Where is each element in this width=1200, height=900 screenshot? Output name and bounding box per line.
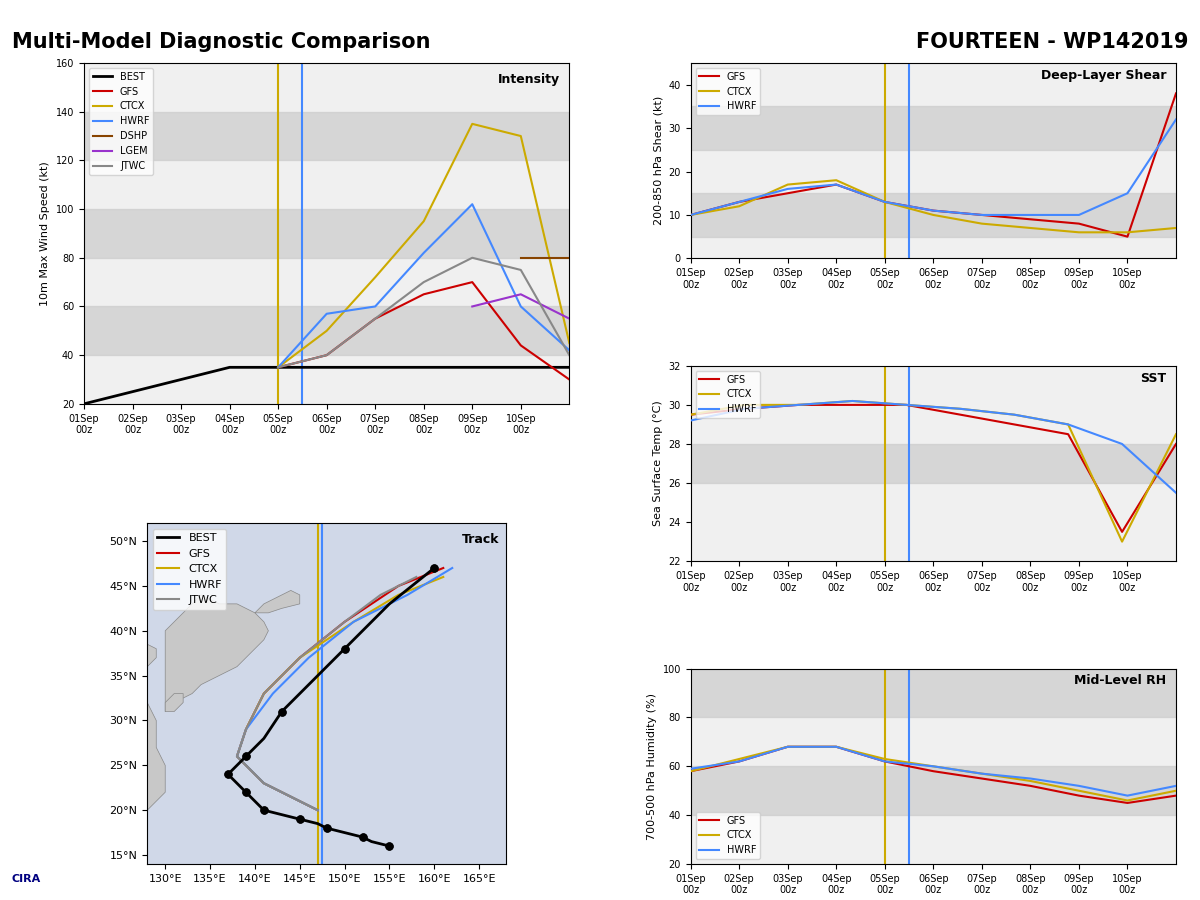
- Bar: [84, 112, 569, 160]
- Text: Track: Track: [461, 534, 499, 546]
- Bar: [691, 106, 1176, 149]
- Text: CIRA: CIRA: [12, 874, 41, 884]
- Bar: [691, 444, 1176, 483]
- Legend: BEST, GFS, CTCX, HWRF, DSHP, LGEM, JTWC: BEST, GFS, CTCX, HWRF, DSHP, LGEM, JTWC: [89, 68, 154, 175]
- Text: FOURTEEN - WP142019: FOURTEEN - WP142019: [916, 32, 1188, 51]
- Legend: GFS, CTCX, HWRF: GFS, CTCX, HWRF: [696, 68, 760, 115]
- Bar: [84, 307, 569, 356]
- Y-axis label: 10m Max Wind Speed (kt): 10m Max Wind Speed (kt): [41, 161, 50, 306]
- Legend: GFS, CTCX, HWRF: GFS, CTCX, HWRF: [696, 812, 760, 860]
- Text: SST: SST: [1140, 372, 1166, 384]
- Legend: BEST, GFS, CTCX, HWRF, JTWC: BEST, GFS, CTCX, HWRF, JTWC: [152, 528, 227, 610]
- Y-axis label: Sea Surface Temp (°C): Sea Surface Temp (°C): [653, 400, 662, 526]
- Y-axis label: 700-500 hPa Humidity (%): 700-500 hPa Humidity (%): [647, 693, 658, 840]
- Bar: [691, 669, 1176, 717]
- Bar: [691, 194, 1176, 237]
- Text: Intensity: Intensity: [498, 73, 559, 86]
- Text: Mid-Level RH: Mid-Level RH: [1074, 674, 1166, 688]
- Bar: [691, 766, 1176, 815]
- Bar: [84, 209, 569, 257]
- Text: Deep-Layer Shear: Deep-Layer Shear: [1040, 69, 1166, 82]
- Y-axis label: 200-850 hPa Shear (kt): 200-850 hPa Shear (kt): [653, 96, 664, 225]
- Text: Multi-Model Diagnostic Comparison: Multi-Model Diagnostic Comparison: [12, 32, 431, 51]
- Legend: GFS, CTCX, HWRF: GFS, CTCX, HWRF: [696, 371, 760, 418]
